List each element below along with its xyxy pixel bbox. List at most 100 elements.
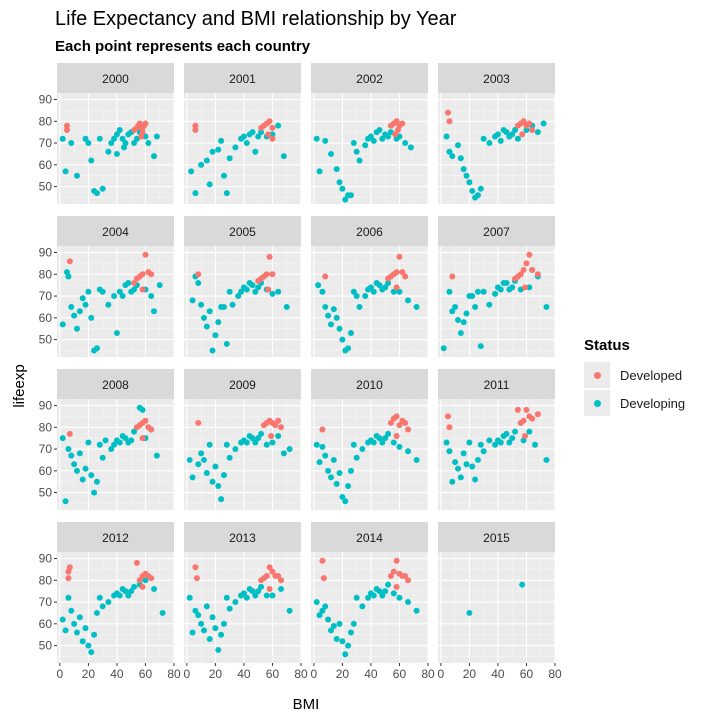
point-developed bbox=[272, 422, 279, 429]
point-developing bbox=[258, 430, 265, 437]
panel-background bbox=[57, 93, 174, 204]
point-developing bbox=[215, 646, 222, 653]
point-developing bbox=[65, 594, 72, 601]
point-developing bbox=[330, 456, 337, 463]
point-developing bbox=[96, 135, 103, 142]
point-developing bbox=[365, 594, 372, 601]
facet-strip bbox=[184, 63, 301, 93]
point-developing bbox=[249, 129, 256, 136]
point-developing bbox=[330, 306, 337, 313]
facet-label: 2008 bbox=[102, 378, 129, 392]
point-developing bbox=[269, 290, 276, 297]
point-developing bbox=[319, 443, 326, 450]
y-tick-label: 60 bbox=[39, 617, 53, 631]
point-developing bbox=[93, 345, 100, 352]
legend-key-developed bbox=[584, 362, 610, 388]
point-developing bbox=[359, 603, 366, 610]
point-developing bbox=[497, 137, 504, 144]
x-tick-label: 20 bbox=[209, 667, 223, 681]
point-developing bbox=[226, 155, 233, 162]
x-tick-label: 20 bbox=[82, 667, 96, 681]
point-developing bbox=[376, 127, 383, 133]
point-developing bbox=[486, 301, 493, 308]
facet-strip bbox=[311, 369, 428, 399]
legend-title: Status bbox=[584, 337, 630, 354]
point-developing bbox=[460, 450, 467, 457]
point-developing bbox=[212, 625, 219, 632]
point-developing bbox=[486, 437, 493, 444]
point-developed bbox=[529, 127, 536, 133]
facet-label: 2013 bbox=[229, 531, 256, 545]
point-developing bbox=[113, 330, 120, 337]
point-developing bbox=[198, 301, 205, 308]
point-developing bbox=[322, 137, 329, 144]
point-developing bbox=[59, 135, 66, 142]
y-tick-label: 90 bbox=[39, 93, 53, 107]
y-tick-label: 60 bbox=[39, 311, 53, 325]
point-developing bbox=[232, 599, 239, 606]
point-developing bbox=[353, 148, 360, 155]
point-developing bbox=[407, 144, 414, 151]
point-developing bbox=[218, 631, 225, 638]
panel-2013: 2013 0 20 40 60 80 bbox=[184, 522, 308, 681]
point-developed bbox=[522, 433, 529, 439]
point-developing bbox=[220, 472, 227, 479]
point-developing bbox=[142, 577, 149, 584]
legend-key-developing bbox=[584, 390, 610, 416]
point-developed bbox=[320, 575, 327, 582]
point-developing bbox=[209, 478, 216, 485]
x-tick-label: 20 bbox=[336, 667, 350, 681]
point-developing bbox=[492, 290, 499, 297]
point-developing bbox=[313, 135, 320, 142]
point-developing bbox=[333, 314, 340, 321]
point-developing bbox=[252, 288, 259, 295]
point-developing bbox=[370, 137, 377, 144]
facet-strip bbox=[311, 522, 428, 552]
point-developing bbox=[79, 295, 86, 302]
point-developing bbox=[91, 631, 98, 638]
point-developing bbox=[113, 150, 120, 157]
point-developing bbox=[229, 301, 236, 308]
point-developing bbox=[206, 636, 213, 643]
x-tick-label: 80 bbox=[294, 667, 308, 681]
facet-strip bbox=[57, 216, 174, 246]
point-developed bbox=[319, 557, 326, 564]
point-developing bbox=[249, 435, 256, 442]
point-developed bbox=[66, 564, 73, 571]
point-developing bbox=[153, 133, 160, 140]
point-developed bbox=[393, 433, 400, 439]
point-developing bbox=[379, 592, 386, 599]
point-developing bbox=[503, 280, 510, 286]
y-tick-label: 80 bbox=[39, 420, 53, 434]
point-developing bbox=[108, 140, 115, 147]
facet-strip bbox=[184, 216, 301, 246]
point-developing bbox=[93, 478, 100, 485]
y-tick-label: 50 bbox=[39, 486, 53, 500]
point-developing bbox=[82, 135, 89, 142]
point-developing bbox=[322, 452, 329, 459]
point-developing bbox=[443, 133, 450, 140]
point-developing bbox=[413, 607, 420, 614]
legend-item-developed: Developed bbox=[584, 361, 685, 389]
point-developing bbox=[330, 623, 337, 629]
point-developing bbox=[390, 590, 397, 597]
facet-label: 2006 bbox=[356, 225, 383, 239]
point-developed bbox=[148, 575, 155, 582]
point-developing bbox=[322, 303, 329, 310]
point-developed bbox=[534, 411, 541, 418]
point-developing bbox=[286, 607, 293, 614]
y-tick-label: 70 bbox=[39, 136, 53, 150]
point-developed bbox=[396, 422, 403, 429]
point-developing bbox=[275, 122, 282, 129]
point-developing bbox=[240, 133, 247, 140]
facet-strip bbox=[184, 522, 301, 552]
point-developing bbox=[131, 428, 138, 435]
y-tick-label: 90 bbox=[39, 399, 53, 413]
point-developing bbox=[252, 592, 259, 599]
point-developing bbox=[385, 430, 392, 437]
point-developing bbox=[497, 439, 504, 446]
y-tick-label: 50 bbox=[39, 180, 53, 194]
point-developing bbox=[88, 649, 95, 656]
point-developing bbox=[263, 441, 270, 448]
point-developing bbox=[192, 190, 199, 197]
